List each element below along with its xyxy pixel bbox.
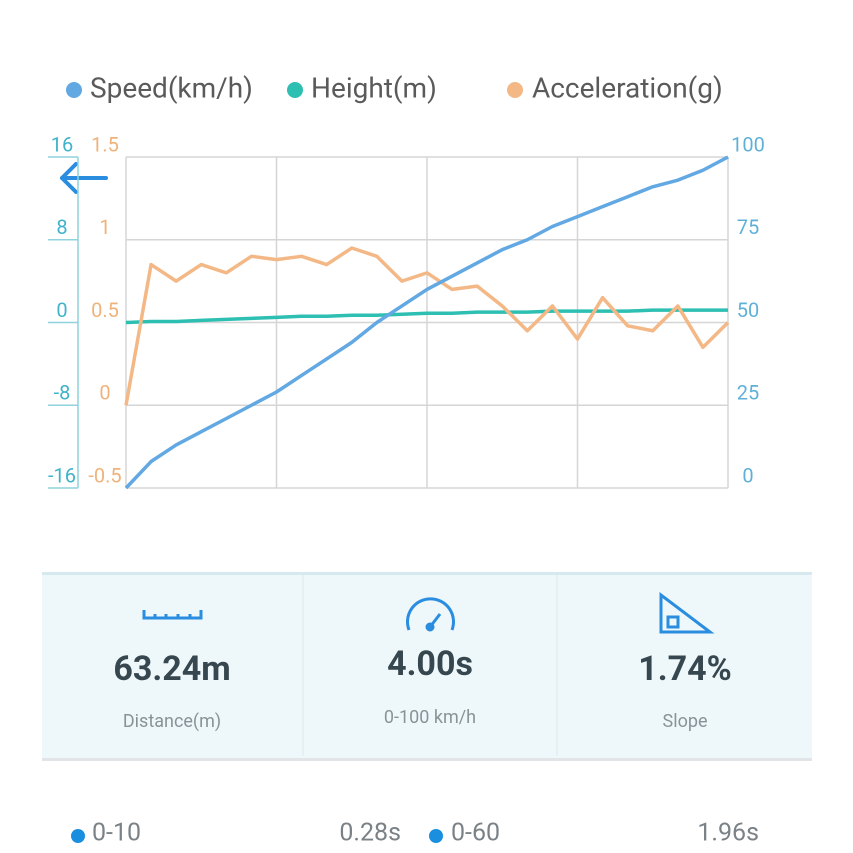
legend-label: Speed(km/h) (90, 71, 253, 104)
y-tick-label: 16 (51, 132, 73, 156)
split-time: 0.28s (339, 819, 401, 848)
y-tick-label: 100 (731, 132, 765, 156)
stat-label: 0-100 km/h (384, 707, 476, 728)
stat-value: 1.74% (638, 649, 732, 689)
legend-dot (287, 82, 303, 98)
y-tick-label: -0.5 (88, 463, 121, 487)
series-line (125, 308, 728, 325)
chart: -16 -8 0 8 16 -0.5 0 0.5 1 1.5 0 25 50 75 100 Speed(km/… (48, 71, 765, 490)
split-range: 0-60 (451, 819, 500, 848)
y-tick-label: 0.5 (91, 298, 119, 322)
y-tick-label: 1 (99, 215, 110, 239)
split-dot (71, 829, 85, 843)
stat-value: 4.00s (387, 644, 473, 684)
series-line (124, 246, 730, 406)
slope-icon (659, 591, 715, 634)
series-line (124, 155, 729, 490)
split-time: 1.96s (697, 819, 759, 848)
ruler-icon (142, 610, 203, 620)
legend-label: Acceleration(g) (532, 71, 723, 104)
legend-dot (507, 82, 523, 98)
y-tick-label: 8 (56, 215, 67, 239)
y-tick-label: 0 (99, 381, 110, 405)
legend-label: Height(m) (311, 71, 437, 104)
panel-border (42, 572, 812, 575)
legend-dot (66, 82, 82, 98)
y-tick-label: 0 (56, 298, 67, 322)
stat-value: 63.24m (113, 649, 230, 689)
y-tick-label: 75 (737, 215, 759, 239)
y-tick-label: 25 (737, 381, 759, 405)
y-tick-label: -16 (48, 463, 76, 487)
split-dot (429, 829, 443, 843)
stat-label: Distance(m) (123, 711, 221, 732)
gauge-icon (406, 597, 455, 632)
back-button[interactable] (60, 162, 108, 194)
y-tick-label: -8 (54, 381, 71, 405)
y-tick-label: 0 (742, 463, 753, 487)
stat-label: Slope (663, 711, 708, 732)
y-tick-label: 50 (737, 298, 759, 322)
panel-border (42, 758, 812, 761)
stats-panel (42, 572, 812, 758)
split-range: 0-10 (92, 819, 141, 848)
y-tick-label: 1.5 (91, 132, 119, 156)
